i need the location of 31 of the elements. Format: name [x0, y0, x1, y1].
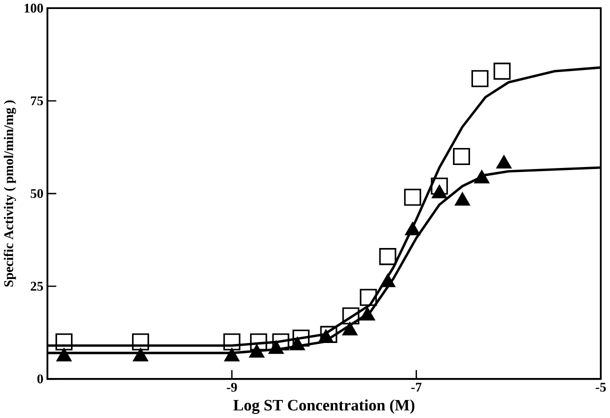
point	[224, 348, 240, 362]
point	[454, 192, 470, 206]
y-tick-label: 50	[30, 189, 43, 198]
point	[496, 156, 512, 169]
point	[56, 348, 72, 362]
point	[452, 148, 470, 166]
y-tick-label: 75	[30, 96, 43, 106]
y-tick-label: 25	[30, 282, 43, 291]
point	[404, 188, 422, 206]
x-tick-label: -7	[411, 383, 422, 392]
x-axis-title: Log ST Concentration (M)	[233, 400, 414, 414]
y-tick-label: 0	[37, 374, 43, 384]
point	[471, 70, 488, 88]
point	[432, 185, 447, 198]
y-tick-label: 100	[24, 4, 43, 13]
point	[430, 178, 448, 195]
point	[249, 344, 264, 358]
point	[290, 337, 305, 350]
point	[360, 308, 375, 321]
point	[474, 170, 490, 184]
x-tick-label: -5	[596, 383, 606, 392]
point	[405, 222, 420, 236]
point	[380, 274, 396, 288]
point	[318, 330, 334, 343]
point	[268, 340, 284, 354]
point	[342, 322, 358, 336]
point	[133, 348, 148, 362]
point	[379, 248, 396, 266]
x-tick-label: -9	[226, 383, 237, 392]
y-axis-title: Specific Activity ( pmol/min/mg )	[4, 100, 16, 287]
point	[494, 62, 511, 80]
